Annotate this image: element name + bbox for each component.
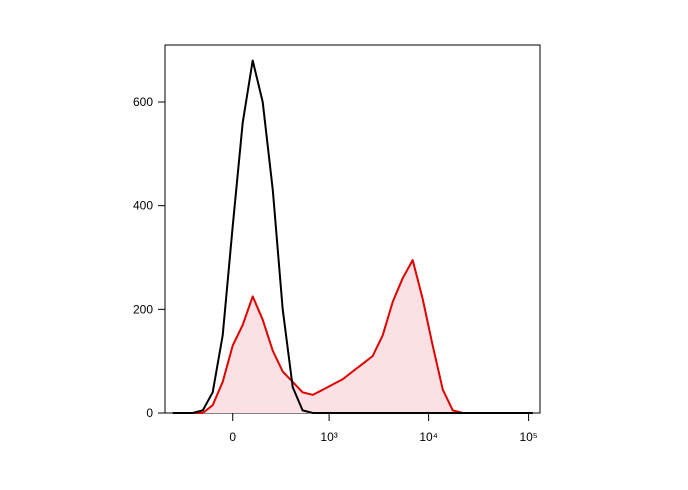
y-tick-label: 600 xyxy=(133,95,153,109)
y-tick-label: 400 xyxy=(133,199,153,213)
x-tick-label: 10³ xyxy=(320,430,337,444)
x-tick-label: 10⁵ xyxy=(519,430,537,444)
plot-frame xyxy=(164,44,541,414)
histogram-line xyxy=(172,59,533,414)
histogram-line xyxy=(172,259,533,414)
y-tick-label: 0 xyxy=(146,406,153,420)
y-tick-label: 200 xyxy=(133,302,153,316)
x-tick-label: 0 xyxy=(229,430,236,444)
histogram-area xyxy=(172,260,533,413)
x-tick-label: 10⁴ xyxy=(419,430,438,444)
